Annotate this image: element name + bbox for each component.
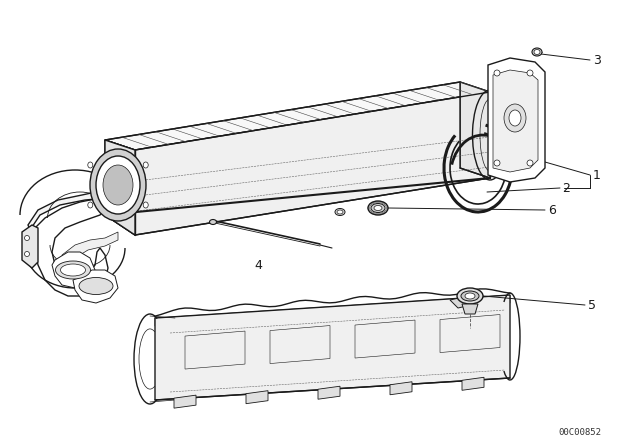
Polygon shape (488, 58, 545, 182)
Polygon shape (462, 304, 478, 314)
Polygon shape (155, 295, 510, 400)
Polygon shape (73, 270, 118, 303)
Ellipse shape (143, 202, 148, 208)
Ellipse shape (103, 165, 133, 205)
Ellipse shape (527, 70, 533, 76)
Ellipse shape (209, 220, 216, 224)
Ellipse shape (509, 110, 521, 126)
Ellipse shape (88, 162, 93, 168)
Polygon shape (28, 180, 120, 230)
Polygon shape (30, 150, 135, 296)
Polygon shape (318, 386, 340, 399)
Ellipse shape (465, 293, 475, 299)
Polygon shape (22, 225, 38, 268)
Polygon shape (462, 377, 484, 390)
Ellipse shape (90, 149, 146, 221)
Ellipse shape (527, 160, 533, 166)
Polygon shape (105, 82, 490, 150)
Ellipse shape (457, 288, 483, 304)
Ellipse shape (461, 291, 479, 301)
Ellipse shape (494, 70, 500, 76)
Ellipse shape (532, 48, 542, 56)
Ellipse shape (368, 201, 388, 215)
Polygon shape (105, 140, 135, 235)
Polygon shape (493, 70, 538, 172)
Text: 6: 6 (548, 203, 556, 216)
Text: 00C00852: 00C00852 (559, 427, 602, 436)
Text: 5: 5 (588, 298, 596, 311)
Polygon shape (246, 391, 268, 404)
Ellipse shape (335, 208, 345, 215)
Ellipse shape (79, 277, 113, 294)
Polygon shape (450, 296, 475, 308)
Polygon shape (174, 395, 196, 408)
Ellipse shape (371, 203, 385, 212)
Polygon shape (105, 92, 490, 235)
Polygon shape (460, 82, 490, 178)
Ellipse shape (96, 156, 140, 214)
Text: 3: 3 (593, 53, 601, 66)
Ellipse shape (143, 162, 148, 168)
Polygon shape (52, 252, 95, 288)
Text: 4: 4 (254, 258, 262, 271)
Polygon shape (155, 295, 510, 326)
Ellipse shape (61, 264, 86, 276)
Polygon shape (62, 232, 118, 268)
Ellipse shape (88, 202, 93, 208)
Ellipse shape (534, 49, 540, 55)
Ellipse shape (24, 251, 29, 257)
Ellipse shape (56, 261, 90, 279)
Ellipse shape (24, 236, 29, 241)
Ellipse shape (374, 206, 382, 211)
Text: 1: 1 (593, 168, 601, 181)
Ellipse shape (504, 104, 526, 132)
Ellipse shape (337, 210, 343, 214)
Polygon shape (390, 382, 412, 395)
Text: 2: 2 (562, 181, 570, 194)
Ellipse shape (494, 160, 500, 166)
